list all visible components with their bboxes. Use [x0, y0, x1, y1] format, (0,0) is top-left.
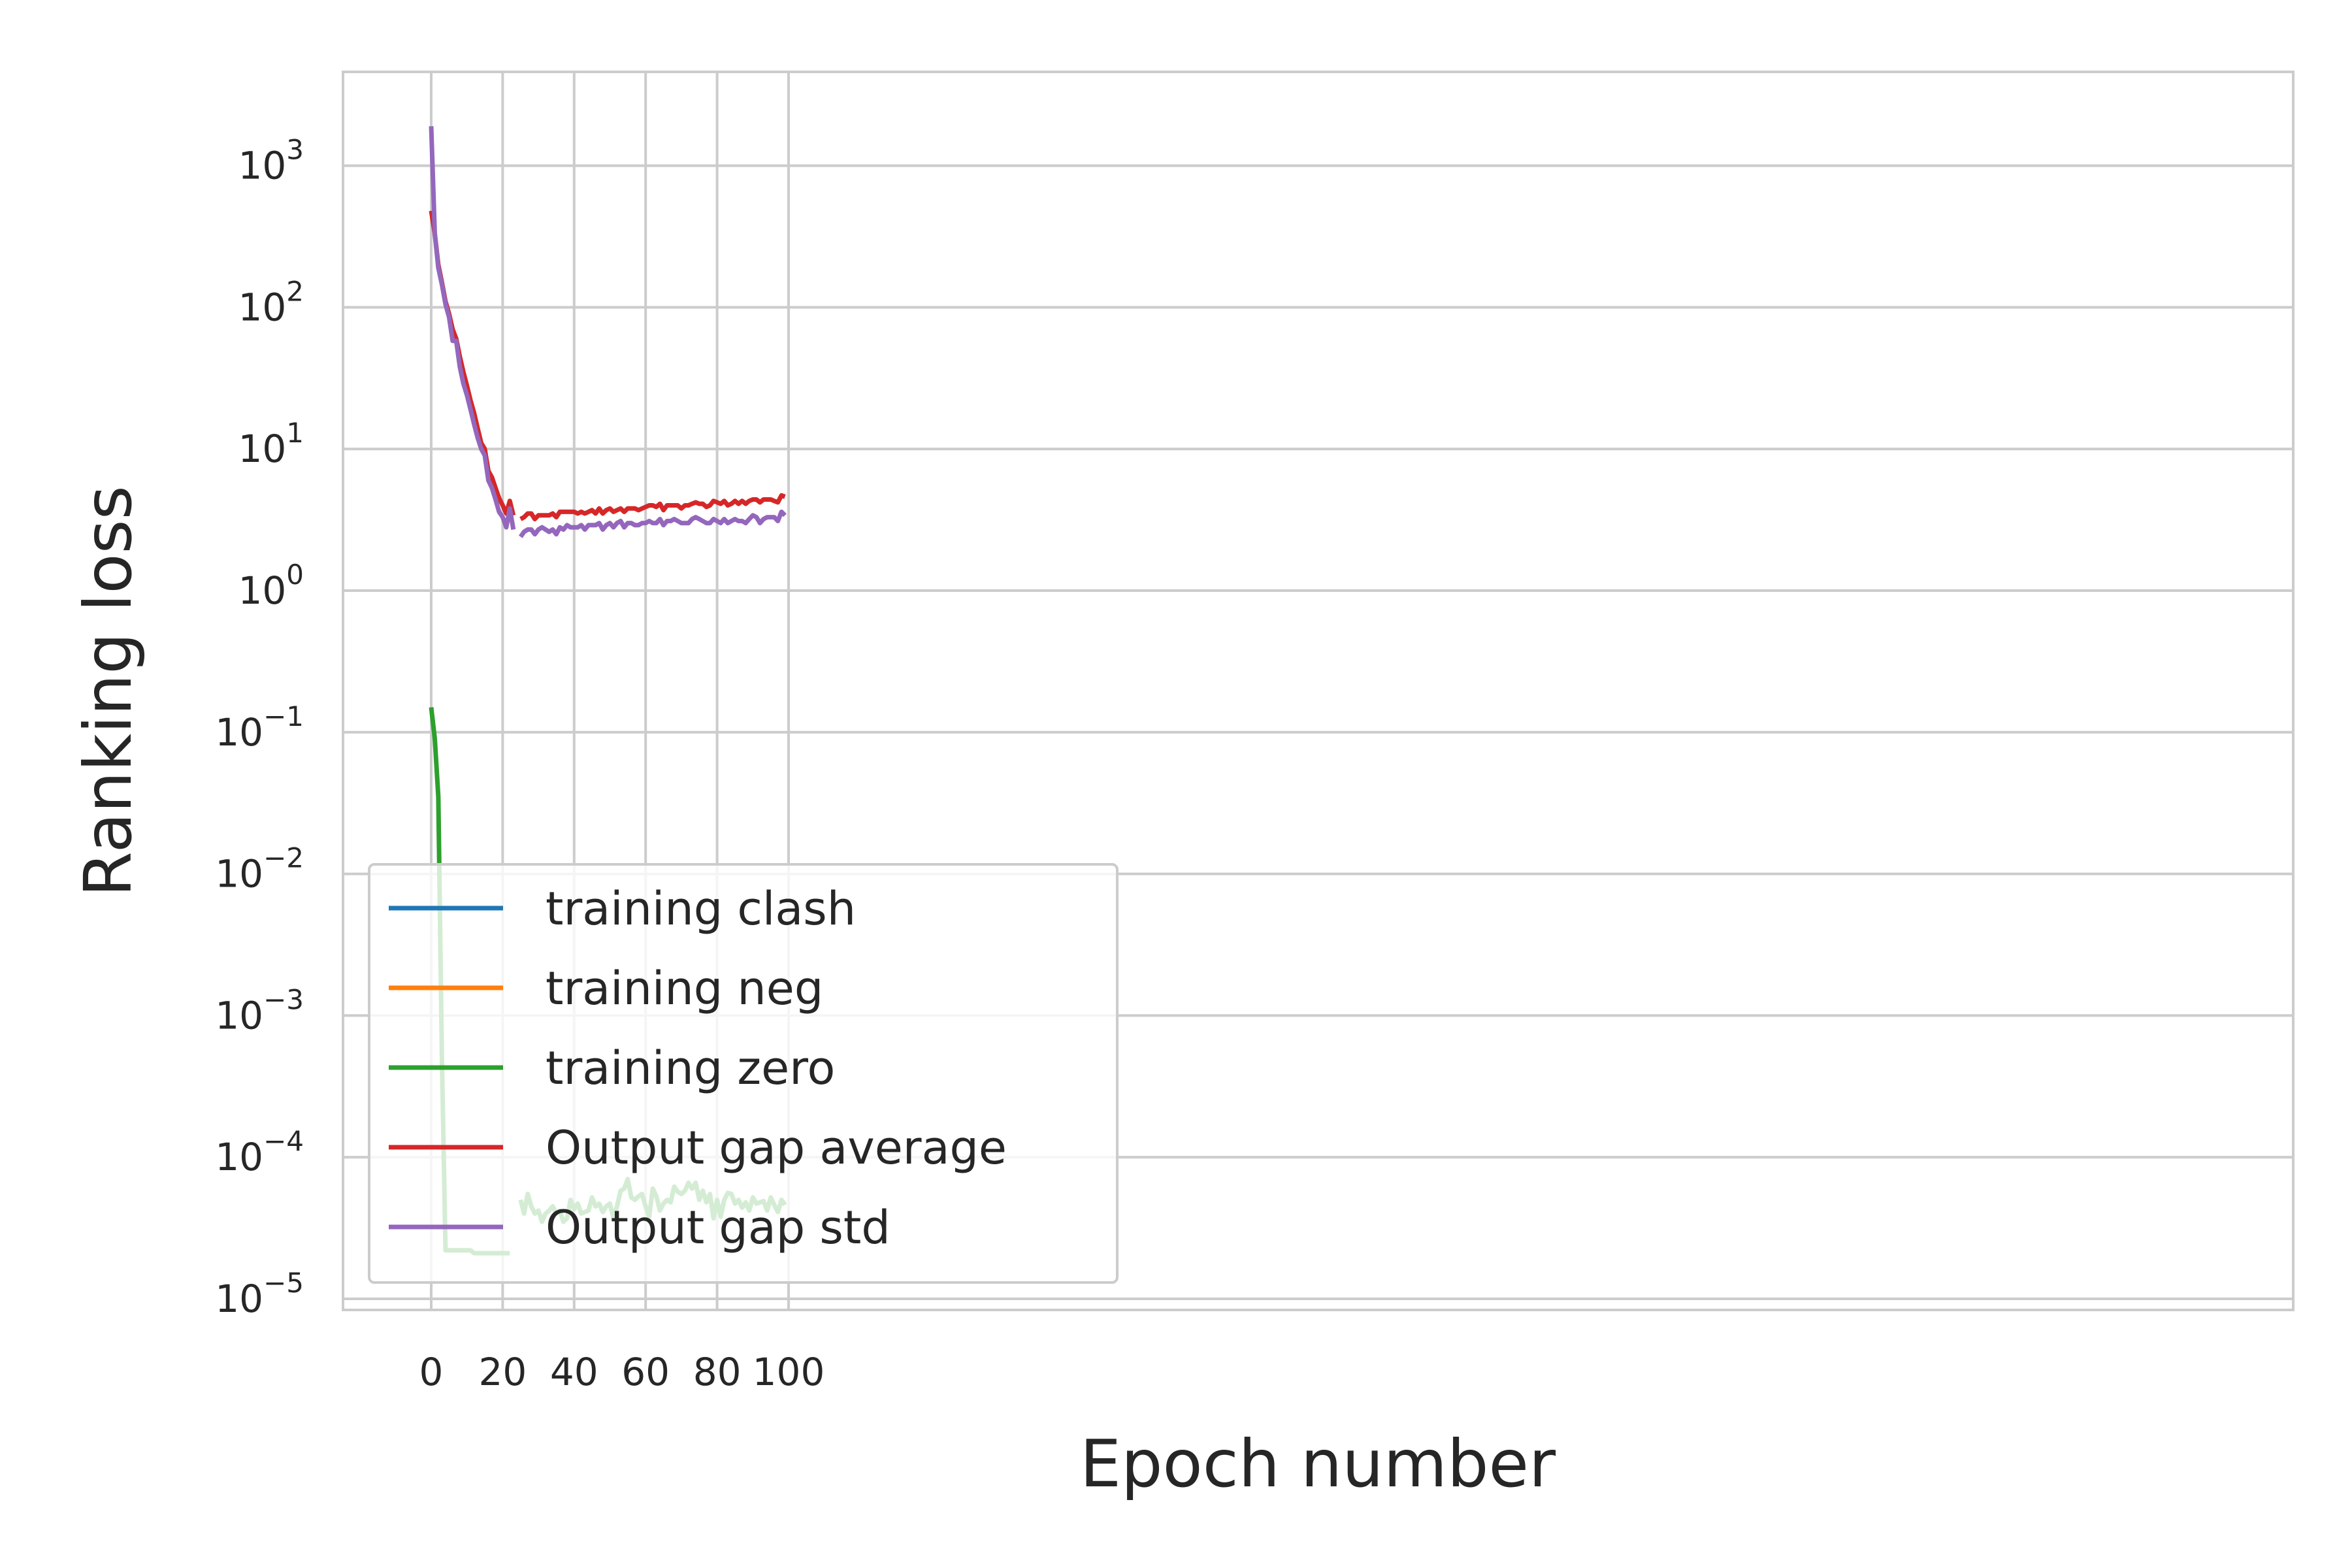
legend-label: Output gap average [546, 1121, 1007, 1175]
y-axis-title: Ranking loss [70, 485, 146, 896]
legend-label: Output gap std [546, 1201, 890, 1254]
y-axis-tick-labels: 10−5 10−4 10−3 10−2 10−1 100 101 102 103 [215, 134, 304, 1321]
y-tick-label: 10−2 [215, 842, 304, 896]
y-tick-label: 101 [238, 417, 304, 471]
series-line [518, 509, 787, 538]
x-axis-title: Epoch number [1080, 1426, 1556, 1502]
x-tick-label: 80 [693, 1350, 742, 1394]
x-tick-label: 60 [621, 1350, 670, 1394]
y-tick-label: 103 [238, 134, 304, 188]
legend-label: training clash [546, 882, 856, 936]
x-tick-label: 0 [419, 1350, 444, 1394]
legend-label: training neg [546, 962, 823, 1015]
y-tick-label: 10−5 [215, 1267, 304, 1321]
x-axis-tick-labels: 0 20 40 60 80 100 [419, 1350, 825, 1394]
series-line [429, 210, 516, 516]
legend: training clash training neg training zero O… [368, 863, 1119, 1284]
legend-box [368, 863, 1119, 1284]
y-tick-label: 100 [238, 559, 304, 613]
x-tick-label: 100 [753, 1350, 825, 1394]
plot-area-frame [342, 71, 2295, 1311]
series-line [429, 126, 516, 531]
y-tick-label: 10−4 [215, 1125, 304, 1179]
y-tick-label: 10−1 [215, 700, 304, 755]
legend-label: training zero [546, 1041, 835, 1095]
x-tick-label: 40 [550, 1350, 598, 1394]
grid-lines [343, 72, 2293, 1310]
x-tick-label: 20 [478, 1350, 527, 1394]
y-tick-label: 102 [238, 275, 304, 329]
series-line [519, 493, 786, 521]
y-tick-label: 10−3 [215, 983, 304, 1037]
